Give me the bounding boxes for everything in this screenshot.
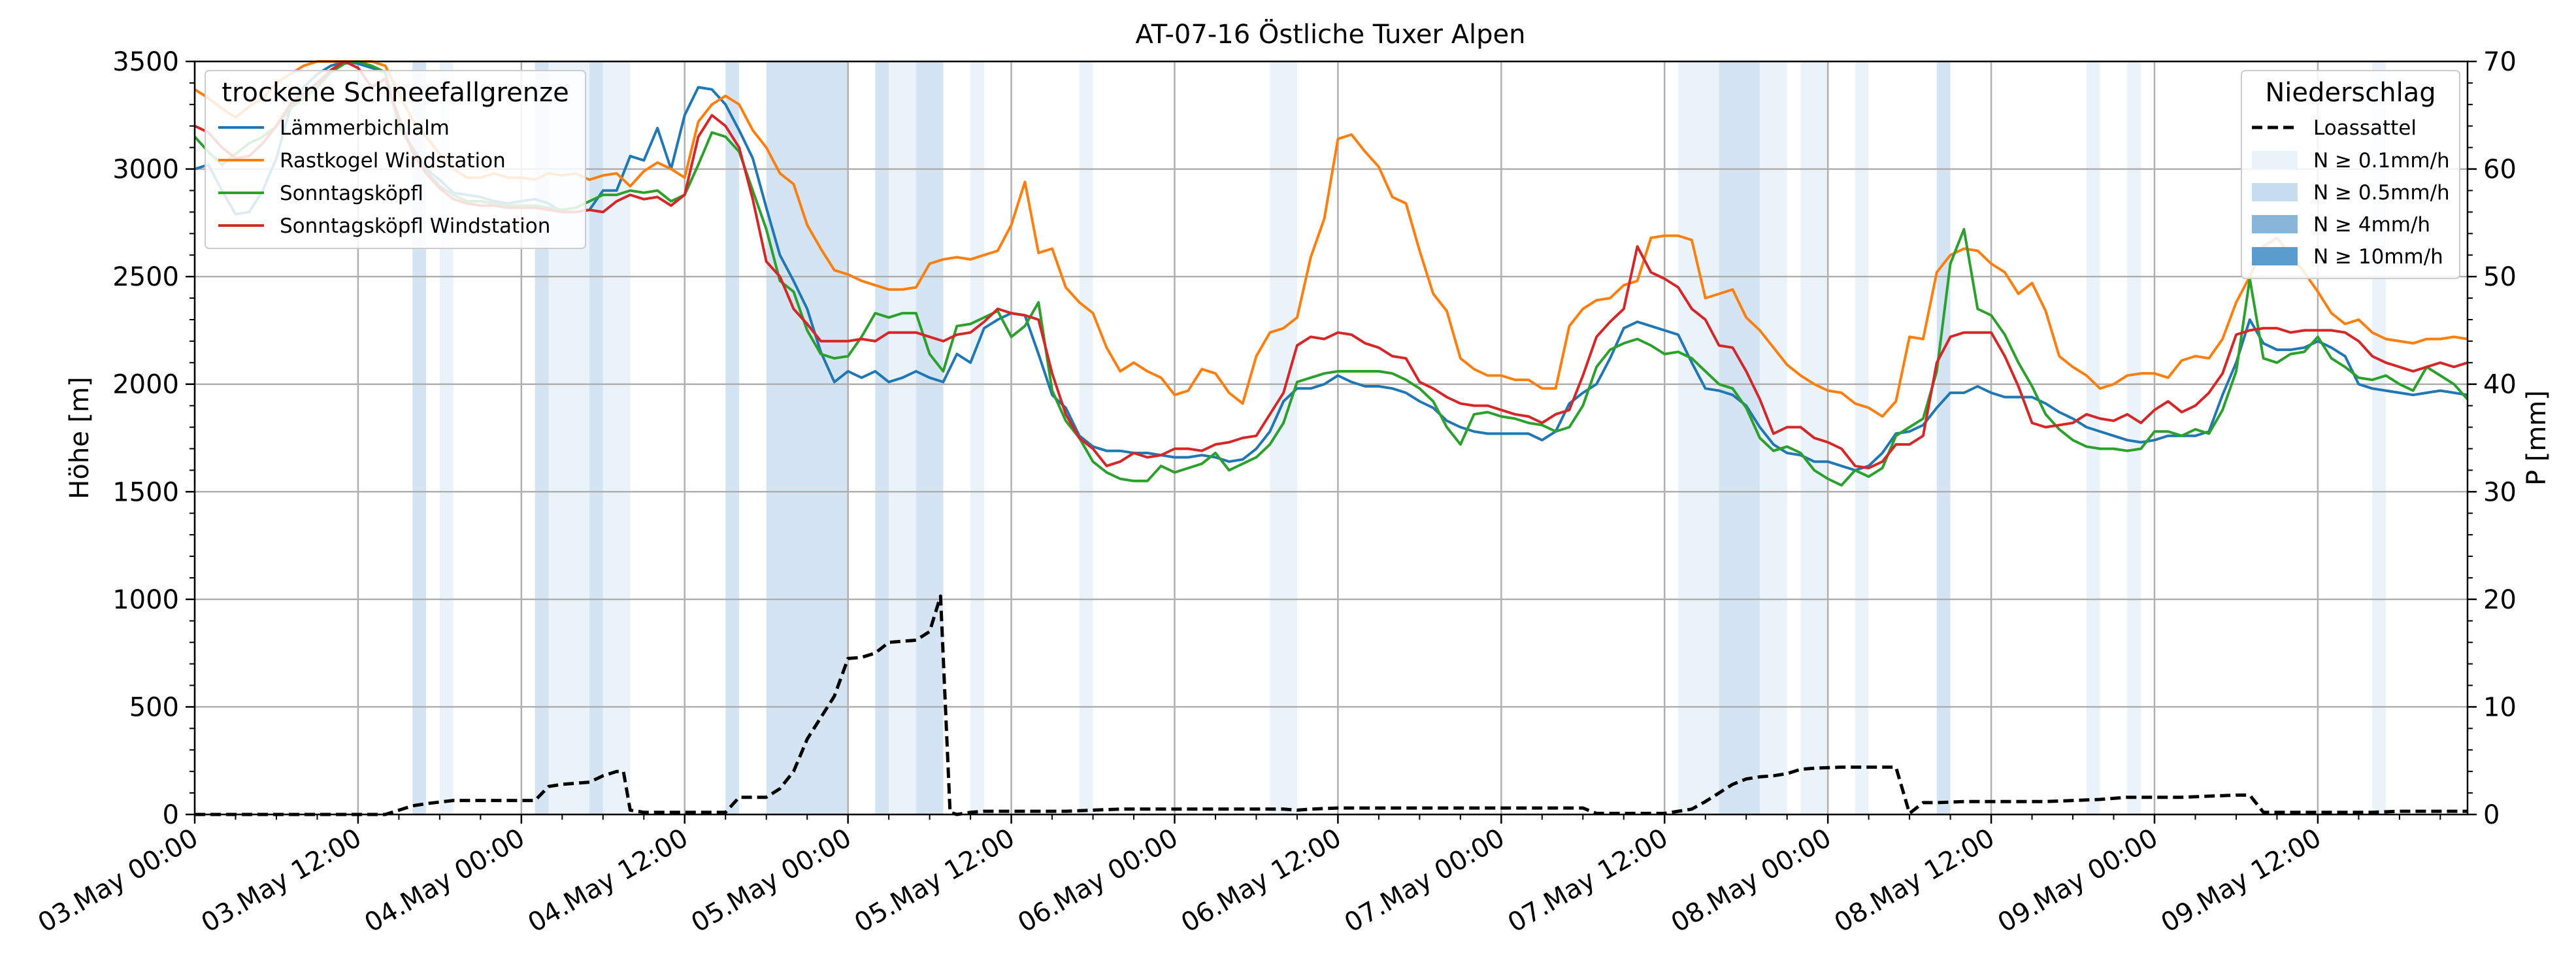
legend-label-n01: N ≥ 0.1mm/h — [2313, 149, 2450, 173]
y-tick-label: 0 — [163, 800, 179, 830]
series-line-loassattel — [195, 594, 2468, 816]
precip-band — [603, 61, 631, 814]
precip-band — [1079, 61, 1093, 814]
precip-band — [766, 61, 848, 814]
y2-tick-label: 20 — [2483, 585, 2517, 615]
precip-band — [1719, 61, 1760, 814]
legend-label-n05: N ≥ 0.5mm/h — [2313, 181, 2450, 205]
legend-swatch-n01 — [2252, 151, 2298, 169]
y-tick-label: 2500 — [112, 262, 179, 292]
legend-left: trockene Schneefallgrenze Lämmerbichlalm… — [205, 70, 586, 249]
chart-title: AT-07-16 Östliche Tuxer Alpen — [1135, 18, 1525, 50]
precip-band — [1936, 61, 1951, 814]
legend-label-n4: N ≥ 4mm/h — [2313, 213, 2430, 237]
precip-band — [412, 61, 427, 814]
precip-band — [1855, 61, 1869, 814]
precip-band — [1760, 61, 1787, 814]
legend-left-title: trockene Schneefallgrenze — [222, 78, 569, 108]
precip-band — [2086, 61, 2100, 814]
y2-axis-title: P [mm] — [2522, 390, 2552, 486]
y-tick-label: 3500 — [112, 47, 179, 77]
legend-label-sonntagskoepfl-windstation: Sonntagsköpfl Windstation — [280, 214, 550, 238]
precipitation-bands — [412, 61, 2386, 814]
y-tick-label: 3000 — [112, 155, 179, 185]
precip-band — [875, 61, 889, 814]
y2-axis-ticks: 0 10 20 30 40 50 60 70 — [2468, 47, 2517, 830]
precip-band — [725, 61, 740, 814]
precip-band — [970, 61, 984, 814]
y2-tick-label: 40 — [2483, 370, 2517, 400]
y-axis-ticks: 0 500 1000 1500 2000 2500 3000 3500 — [112, 47, 195, 830]
precip-band — [916, 61, 944, 814]
plot-frame — [193, 60, 2469, 816]
y2-tick-label: 30 — [2483, 477, 2517, 507]
legend-swatch-n05 — [2252, 183, 2298, 201]
precip-band — [1678, 61, 1719, 814]
legend-label-rastkogel: Rastkogel Windstation — [280, 149, 506, 173]
y2-tick-label: 70 — [2483, 47, 2517, 77]
precip-band — [2127, 61, 2141, 814]
y2-tick-label: 10 — [2483, 692, 2517, 722]
y-tick-label: 1000 — [112, 585, 179, 615]
grid-lines — [193, 60, 2468, 816]
y2-tick-label: 50 — [2483, 262, 2517, 292]
legend-right-title: Niederschlag — [2265, 78, 2436, 108]
precip-band — [535, 61, 549, 814]
legend-label-sonntagskoepfl: Sonntagsköpfl — [280, 182, 423, 205]
legend-swatch-n10 — [2252, 247, 2298, 265]
y2-tick-label: 0 — [2483, 800, 2500, 830]
legend-label-n10: N ≥ 10mm/h — [2313, 245, 2443, 269]
legend-label-loassattel: Loassattel — [2313, 116, 2417, 140]
precip-band — [439, 61, 454, 814]
y-tick-label: 1500 — [112, 477, 179, 507]
legend-swatch-n4 — [2252, 215, 2298, 233]
y2-tick-label: 60 — [2483, 155, 2517, 185]
y-tick-label: 2000 — [112, 370, 179, 400]
legend-left-box — [205, 70, 586, 249]
precip-band — [889, 61, 916, 814]
y-axis-title: Höhe [m] — [65, 377, 95, 499]
legend-right: Niederschlag Loassattel N ≥ 0.1mm/h N ≥ … — [2241, 70, 2460, 279]
y-tick-label: 500 — [129, 692, 179, 722]
precip-band — [589, 61, 603, 814]
legend-label-laemmerbichlalm: Lämmerbichlalm — [280, 116, 450, 140]
